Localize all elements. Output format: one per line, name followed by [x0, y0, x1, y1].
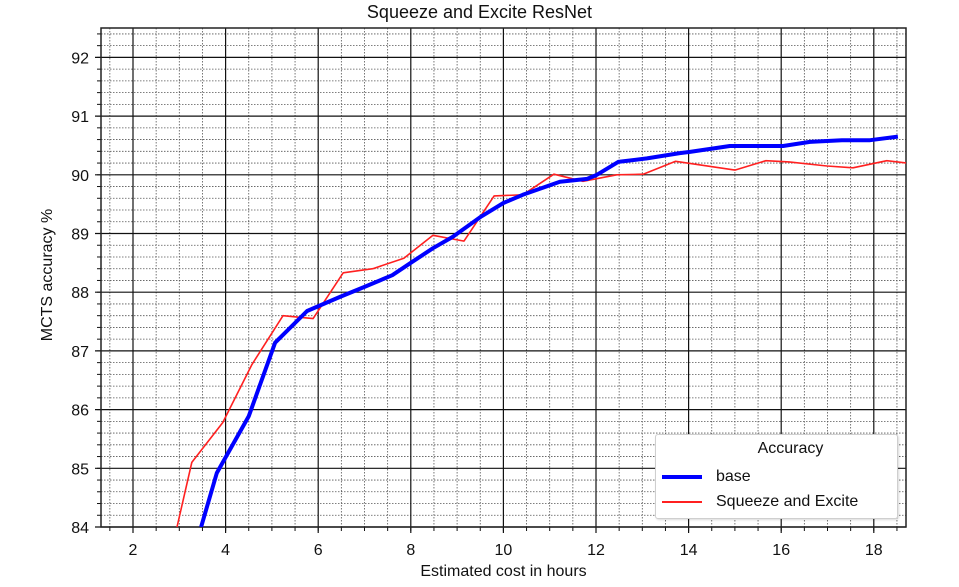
y-tick-label: 90	[71, 168, 89, 185]
legend-label-base: base	[716, 468, 751, 485]
plot-frame	[100, 27, 907, 528]
x-tick-label: 4	[221, 542, 230, 559]
legend-item-base: base	[662, 466, 751, 488]
legend-swatch-squeeze-excite	[662, 501, 702, 503]
legend-swatch-base	[662, 475, 702, 479]
y-tick-label: 84	[71, 520, 89, 537]
x-tick-label: 6	[314, 542, 323, 559]
y-tick-label: 89	[71, 227, 89, 244]
x-tick-label: 16	[772, 542, 790, 559]
y-tick-label: 85	[71, 461, 89, 478]
legend: Accuracy base Squeeze and Excite	[655, 434, 898, 519]
x-tick-label: 14	[680, 542, 698, 559]
x-tick-label: 12	[587, 542, 605, 559]
y-tick-label: 87	[71, 344, 89, 361]
legend-label-squeeze-excite: Squeeze and Excite	[716, 493, 859, 510]
y-tick-label: 88	[71, 285, 89, 302]
y-tick-label: 86	[71, 403, 89, 420]
chart-title: Squeeze and Excite ResNet	[366, 2, 593, 22]
y-tick-label: 91	[71, 109, 89, 126]
legend-item-squeeze-excite: Squeeze and Excite	[662, 491, 858, 513]
x-tick-label: 8	[406, 542, 415, 559]
series-base-line	[199, 134, 899, 527]
x-tick-label: 10	[495, 542, 513, 559]
x-tick-label: 18	[865, 542, 883, 559]
x-axis-label: Estimated cost in hours	[420, 563, 587, 580]
y-tick-label: 92	[71, 50, 89, 67]
y-axis-label: MCTS accuracy %	[39, 208, 56, 342]
x-tick-label: 2	[129, 542, 138, 559]
legend-title: Accuracy	[757, 440, 824, 457]
